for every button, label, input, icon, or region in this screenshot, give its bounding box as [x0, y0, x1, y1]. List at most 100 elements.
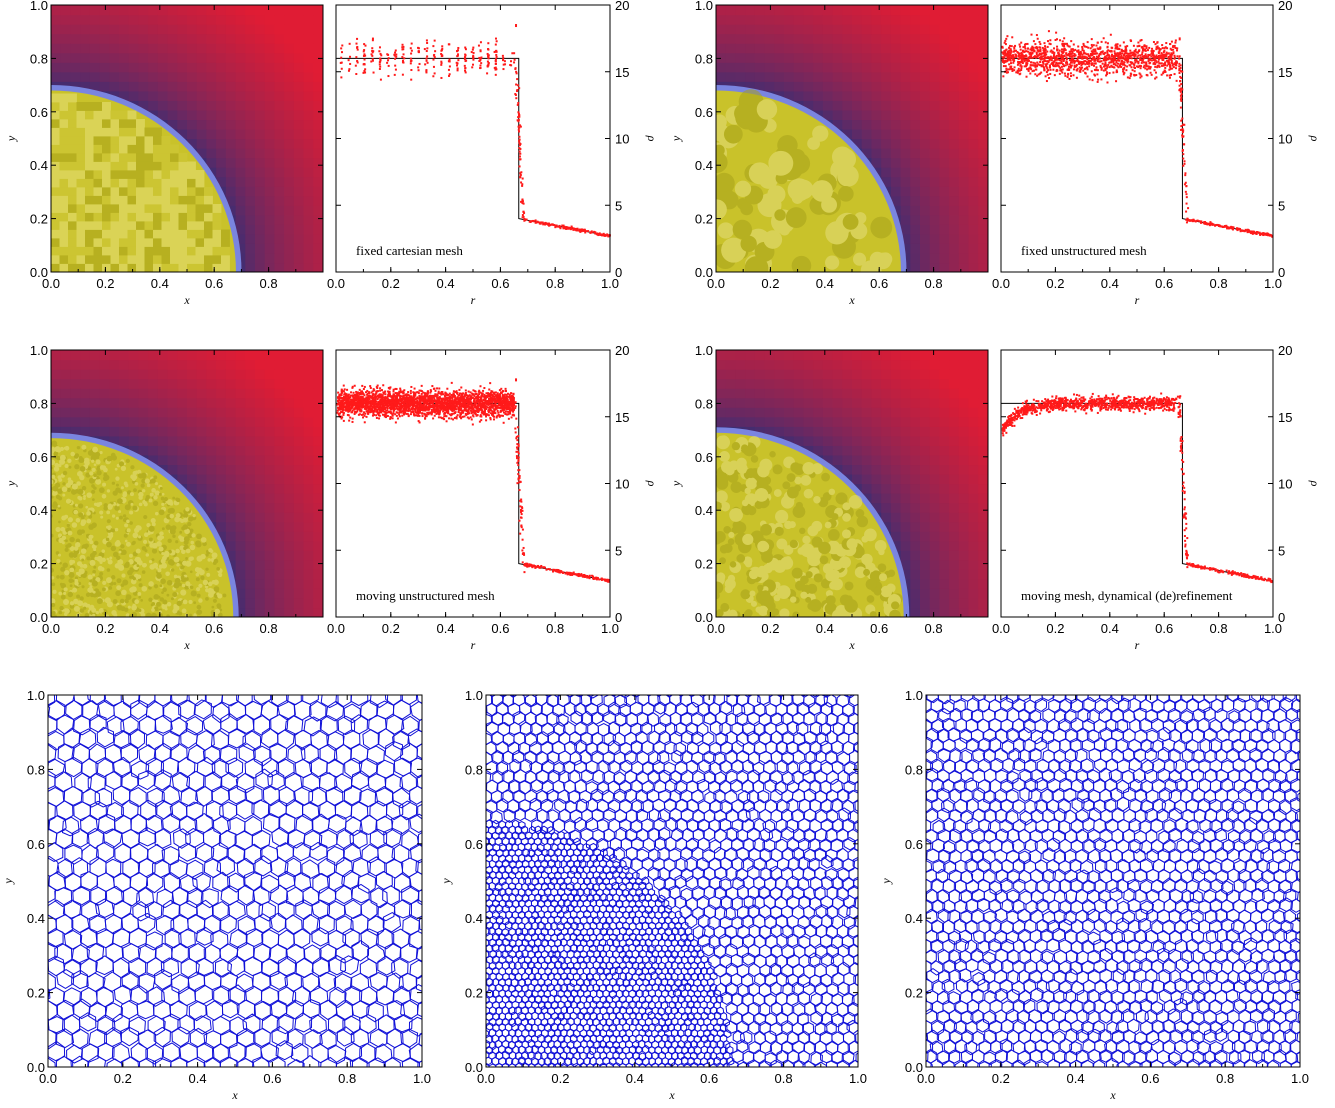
data-point: [1195, 219, 1198, 222]
outer-cell: [284, 521, 295, 532]
data-point: [362, 71, 365, 74]
data-point: [1105, 67, 1108, 70]
data-point: [1094, 59, 1097, 62]
outer-cell: [264, 167, 276, 178]
grid-cell: [93, 127, 103, 137]
outer-cell: [716, 5, 727, 16]
outer-cell: [958, 243, 970, 254]
outer-cell: [293, 157, 305, 168]
outer-cell: [216, 454, 227, 466]
data-point: [1178, 55, 1181, 58]
data-point: [1038, 64, 1041, 67]
outer-cell: [978, 243, 988, 254]
data-point: [426, 55, 429, 58]
outer-cell: [968, 252, 979, 264]
data-point: [1008, 68, 1011, 71]
outer-cell: [313, 24, 323, 35]
data-point: [1164, 46, 1167, 49]
outer-cell: [245, 233, 256, 244]
outer-cell: [968, 33, 979, 44]
outer-cell: [264, 588, 276, 599]
outer-cell: [128, 359, 140, 370]
y-tick-label: 0.0: [695, 265, 713, 280]
outer-cell: [187, 473, 198, 485]
outer-cell: [128, 43, 140, 54]
data-point: [1051, 50, 1054, 53]
outer-cell: [313, 119, 323, 130]
data-point: [1044, 47, 1047, 50]
data-point: [1061, 63, 1064, 66]
data-point: [1055, 61, 1058, 64]
outer-cell: [264, 607, 276, 617]
grid-cell: [68, 136, 77, 145]
outer-cell: [225, 359, 237, 370]
outer-cell: [958, 119, 970, 130]
data-point: [1142, 49, 1145, 52]
data-point: [559, 227, 562, 230]
data-point: [502, 59, 505, 62]
outer-cell: [60, 416, 72, 427]
grid-cell: [204, 263, 213, 272]
data-point: [1026, 62, 1029, 65]
data-point: [1180, 70, 1183, 73]
outer-cell: [293, 224, 305, 235]
outer-cell: [109, 388, 120, 399]
data-point: [1019, 61, 1022, 64]
outer-cell: [939, 262, 950, 272]
outer-cell: [852, 71, 863, 82]
data-point: [1230, 225, 1233, 228]
data-point: [425, 71, 428, 74]
outer-cell: [910, 24, 921, 35]
data-point: [1092, 57, 1095, 60]
texture-blob: [716, 114, 727, 130]
data-point: [1138, 44, 1141, 47]
outer-cell: [303, 243, 314, 254]
data-point: [1027, 67, 1030, 70]
outer-cell: [245, 473, 256, 485]
data-point: [1020, 51, 1023, 54]
outer-cell: [109, 52, 120, 63]
data-point: [536, 221, 539, 224]
grid-cell: [59, 246, 69, 256]
outer-cell: [70, 33, 81, 44]
grid-cell: [110, 178, 120, 188]
data-point: [1144, 53, 1147, 56]
data-point: [1058, 72, 1061, 75]
data-point: [519, 158, 522, 161]
grid-cell: [59, 136, 69, 145]
data-point: [575, 228, 578, 231]
outer-cell: [245, 14, 256, 25]
outer-cell: [313, 81, 323, 92]
outer-cell: [978, 157, 988, 168]
outer-cell: [60, 388, 72, 399]
outer-cell: [293, 416, 305, 427]
outer-cell: [939, 33, 950, 44]
grid-cell: [195, 195, 205, 205]
data-point: [1183, 143, 1186, 146]
outer-cell: [303, 81, 314, 92]
grid-cell: [178, 229, 188, 239]
data-point: [1032, 64, 1035, 67]
outer-cell: [813, 52, 824, 63]
outer-cell: [216, 90, 227, 101]
outer-cell: [920, 52, 931, 63]
outer-cell: [255, 559, 266, 570]
data-point: [1086, 68, 1089, 71]
outer-cell: [881, 52, 892, 63]
outer-cell: [274, 416, 285, 427]
data-point: [394, 64, 397, 67]
data-point: [1036, 37, 1039, 40]
grid-cell: [68, 144, 77, 154]
outer-cell: [80, 5, 91, 16]
data-point: [1084, 72, 1087, 75]
data-point: [1152, 54, 1155, 57]
data-point: [517, 116, 520, 119]
outer-cell: [245, 109, 256, 121]
outer-cell: [225, 493, 237, 504]
outer-cell: [196, 90, 208, 101]
grid-cell: [85, 238, 94, 247]
data-point: [1029, 53, 1032, 56]
data-point: [523, 212, 526, 215]
grid-cell: [136, 255, 145, 264]
data-point: [1091, 53, 1094, 56]
